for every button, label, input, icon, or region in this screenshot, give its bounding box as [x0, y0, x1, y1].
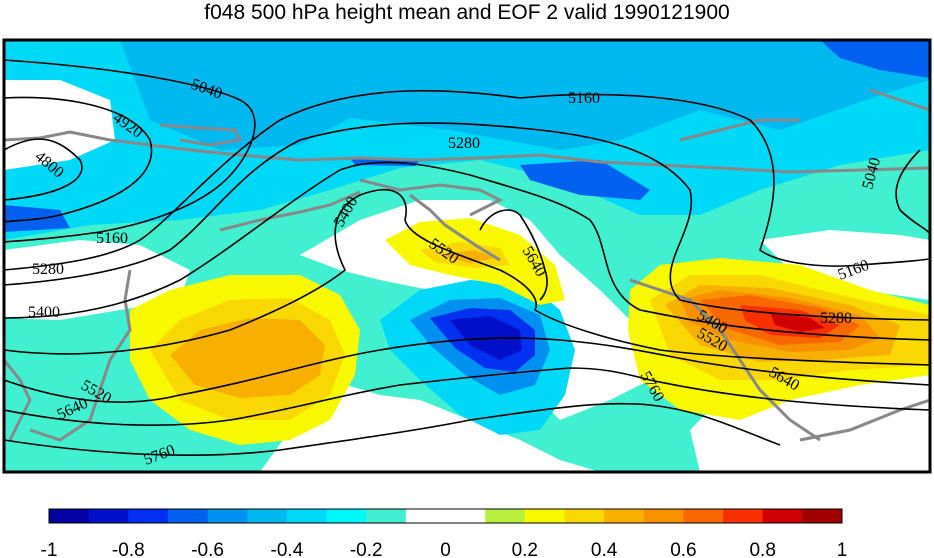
contour-label: 5280 [32, 261, 64, 278]
contour-label: 5280 [448, 135, 480, 152]
colorbar-tick-label: 0.6 [670, 540, 696, 558]
colorbar-tick-label: -0.6 [191, 540, 224, 558]
colorbar-swatch [643, 509, 684, 523]
pos-east-core-dark [770, 312, 825, 332]
colorbar-swatch [762, 509, 803, 523]
colorbar-tick-label: -0.2 [350, 540, 383, 558]
neg-region-northeast [820, 40, 930, 78]
colorbar-tick-label: 0.8 [749, 540, 775, 558]
zero-region-south [260, 380, 600, 472]
zero-region-east [760, 230, 930, 300]
colorbar-swatch [49, 509, 90, 523]
colorbar-swatch [247, 509, 288, 523]
colorbar-swatch [485, 509, 526, 523]
colorbar-swatch [366, 509, 407, 523]
zero-region-southeast [690, 355, 930, 472]
contour-label: 5400 [28, 304, 60, 321]
neg-region-north-deep [120, 40, 930, 150]
height-contours [4, 59, 930, 457]
contour-label: 5280 [820, 310, 852, 327]
colorbar-tick-label: -0.4 [271, 540, 304, 558]
coastlines [4, 88, 930, 442]
colorbar-swatch [167, 509, 209, 523]
colorbar-swatch [207, 509, 248, 523]
pos-west-orange [170, 318, 325, 398]
colorbar-tick-label: 0.4 [591, 540, 618, 558]
colorbar-swatch [723, 509, 764, 523]
colorbar-ticks: -1 -0.8 -0.6 -0.4 -0.2 0 0.2 0.4 0.6 0.8 1 [41, 540, 848, 558]
colorbar-swatch [564, 509, 605, 523]
colorbar-swatch [445, 509, 486, 523]
map-frame [2, 38, 932, 474]
zero-region-west-mid [4, 240, 190, 320]
colorbar-tick-label: 0.2 [512, 540, 538, 558]
colorbar-swatch [88, 509, 129, 523]
colorbar-tick-label: -0.8 [112, 540, 145, 558]
map-title: f048 500 hPa height mean and EOF 2 valid… [204, 1, 730, 24]
colorbar-swatch [286, 509, 328, 523]
colorbar-swatches [49, 509, 843, 523]
colorbar-swatch [604, 509, 645, 523]
colorbar-frame [48, 508, 843, 524]
colorbar-swatch [802, 509, 843, 523]
contour-label: 5160 [96, 230, 128, 247]
colorbar-swatch [405, 509, 446, 523]
neg-region-siberia [520, 160, 650, 200]
zero-region-west [4, 80, 115, 170]
colorbar-swatch [524, 509, 565, 523]
colorbar-tick-label: 1 [837, 540, 848, 558]
colorbar-swatch [128, 509, 169, 523]
contour-label: 5160 [568, 90, 600, 107]
colorbar-swatch [683, 509, 724, 523]
colorbar-tick-label: -1 [41, 540, 58, 558]
colorbar-tick-label: 0 [440, 540, 451, 558]
map-panel: 4800 4920 5040 5040 5160 5160 5160 5280 … [2, 38, 932, 474]
colorbar-swatch [326, 509, 367, 523]
